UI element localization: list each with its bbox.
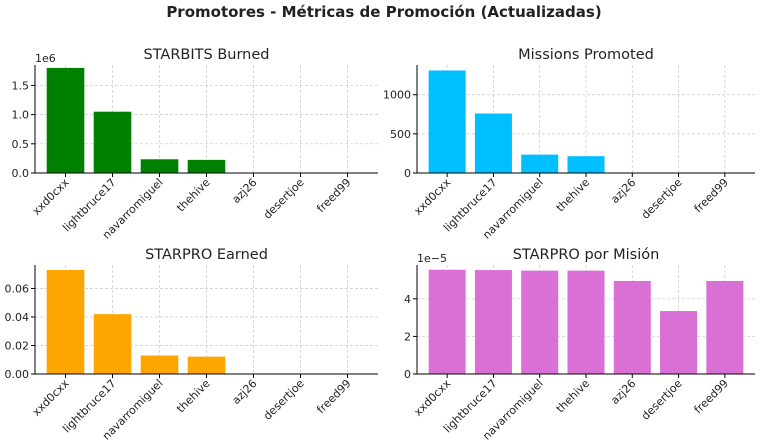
chart-title: Missions Promoted [518, 47, 654, 63]
bar-lightbruce17 [93, 314, 132, 374]
bar-lightbruce17 [93, 111, 132, 173]
bar-navarromiguel [140, 355, 179, 374]
x-tick-label-xxd0cxx: xxd0cxx [411, 176, 453, 218]
x-tick-label-freed99: freed99 [314, 377, 353, 416]
x-tick-label-azj26: azj26 [608, 377, 638, 407]
x-tick-label-xxd0cxx: xxd0cxx [30, 377, 72, 419]
x-tick-label-azj26: azj26 [230, 176, 260, 206]
x-tick-label-freed99: freed99 [692, 176, 731, 215]
y-tick-label: 0 [404, 368, 411, 381]
chart-panel-starpro-earned: 0.000.020.040.06xxd0cxxlightbruce17navar… [5, 247, 378, 443]
y-tick-label: 0.0 [12, 167, 30, 180]
y-tick-label: 0.02 [5, 340, 30, 353]
y-tick-label: 500 [390, 128, 411, 141]
bar-lightbruce17 [474, 270, 512, 374]
x-tick-label-thehive: thehive [554, 176, 593, 215]
y-tick-label: 4 [404, 293, 411, 306]
bar-xxd0cxx [428, 269, 466, 374]
y-tick-label: 1.0 [12, 109, 30, 122]
bar-thehive [567, 270, 605, 374]
x-tick-label-xxd0cxx: xxd0cxx [30, 176, 72, 218]
bar-freed99 [706, 280, 744, 374]
bar-navarromiguel [521, 154, 559, 173]
bar-navarromiguel [140, 159, 179, 173]
bar-xxd0cxx [46, 269, 85, 374]
x-tick-label-freed99: freed99 [692, 377, 731, 416]
y-tick-label: 1000 [383, 89, 411, 102]
bar-thehive [187, 159, 226, 173]
bar-desertjoe [660, 311, 698, 374]
bar-navarromiguel [521, 270, 559, 374]
x-tick-label-xxd0cxx: xxd0cxx [411, 377, 453, 419]
y-tick-label: 1.5 [12, 79, 30, 92]
x-tick-label-desertjoe: desertjoe [261, 176, 307, 222]
y-tick-label: 0.04 [5, 311, 30, 324]
x-tick-label-thehive: thehive [174, 377, 213, 416]
x-tick-label-desertjoe: desertjoe [639, 176, 685, 222]
axis-offset-text: 1e−5 [417, 252, 447, 265]
axis-offset-text: 1e6 [35, 52, 56, 65]
y-tick-label: 0.06 [5, 283, 30, 296]
figure-title: Promotores - Métricas de Promoción (Actu… [166, 3, 602, 21]
chart-title: STARPRO por Misión [513, 247, 660, 263]
chart-title: STARBITS Burned [144, 47, 270, 63]
x-tick-label-azj26: azj26 [608, 176, 638, 206]
x-tick-label-thehive: thehive [554, 377, 593, 416]
chart-panel-missions-promoted: 05001000xxd0cxxlightbruce17navarromiguel… [383, 47, 755, 242]
y-tick-label: 0.5 [12, 138, 30, 151]
bar-thehive [567, 156, 605, 173]
y-tick-label: 0 [404, 167, 411, 180]
y-tick-label: 0.00 [5, 368, 30, 381]
chart-panel-starbits-burned: 0.00.51.01.5xxd0cxxlightbruce17navarromi… [12, 47, 378, 242]
x-tick-label-azj26: azj26 [230, 377, 260, 407]
bar-azj26 [613, 280, 651, 374]
x-tick-label-desertjoe: desertjoe [261, 377, 307, 423]
y-tick-label: 2 [404, 330, 411, 343]
x-tick-label-freed99: freed99 [314, 176, 353, 215]
bar-xxd0cxx [46, 67, 85, 173]
bar-thehive [187, 356, 226, 374]
x-tick-label-desertjoe: desertjoe [639, 377, 685, 423]
bar-lightbruce17 [474, 113, 512, 173]
bar-xxd0cxx [428, 70, 466, 173]
chart-title: STARPRO Earned [145, 247, 268, 263]
x-tick-label-thehive: thehive [174, 176, 213, 215]
